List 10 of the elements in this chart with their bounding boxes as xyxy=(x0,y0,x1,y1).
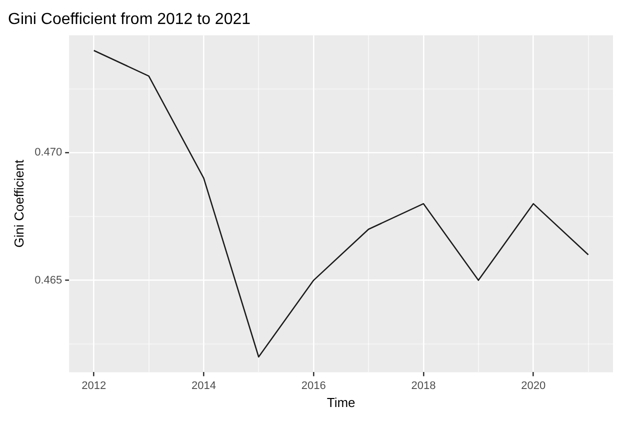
y-axis-title: Gini Coefficient xyxy=(11,159,26,248)
x-tick-label: 2016 xyxy=(301,380,326,392)
x-tick-label: 2020 xyxy=(521,380,546,392)
x-tick-label: 2018 xyxy=(411,380,436,392)
y-tick-label: 0.470 xyxy=(34,146,62,159)
x-axis-title: Time xyxy=(326,394,356,410)
chart-title: Gini Coefficient from 2012 to 2021 xyxy=(8,11,251,28)
y-tick-label: 0.465 xyxy=(34,274,62,286)
x-tick-label: 2012 xyxy=(82,380,106,392)
x-tick-label: 2014 xyxy=(191,380,216,392)
